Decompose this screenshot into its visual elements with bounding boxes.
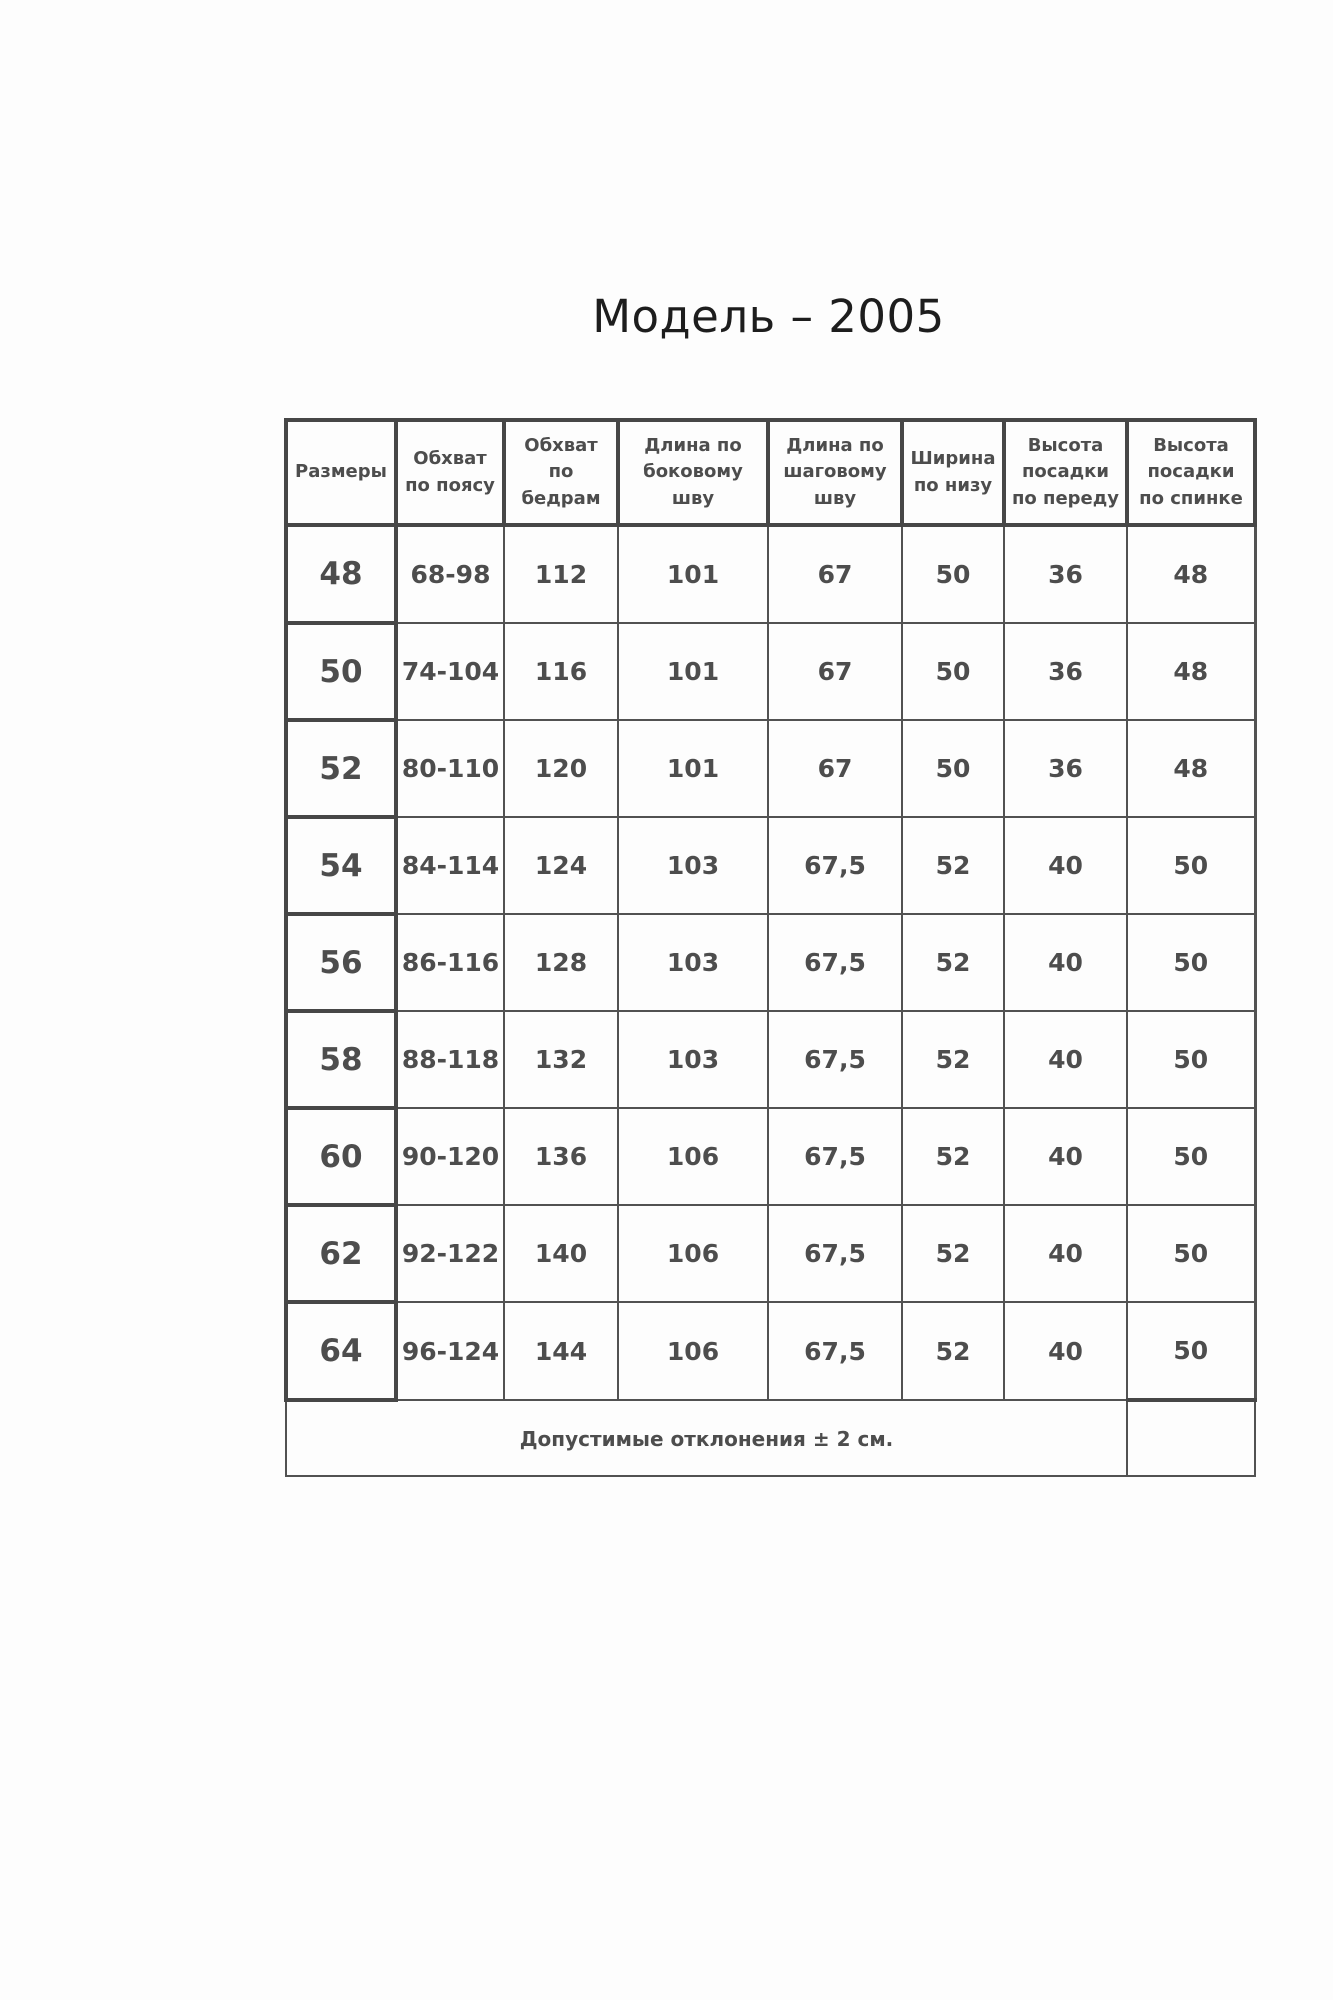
- size-cell: 52: [284, 718, 398, 819]
- value-cell: 103: [617, 1010, 769, 1109]
- table-row: 50 74-104 116 101 67 50 36 48: [284, 621, 1257, 722]
- value-cell: 92-122: [395, 1204, 505, 1303]
- value-cell: 50: [1126, 1204, 1257, 1303]
- footer-row: Допустимые отклонения ± 2 см.: [285, 1399, 1256, 1477]
- value-cell: 67: [767, 719, 903, 818]
- value-cell: 50: [1126, 913, 1257, 1012]
- size-cell: 48: [284, 523, 398, 625]
- value-cell: 36: [1003, 622, 1128, 721]
- size-cell: 64: [284, 1300, 398, 1402]
- value-cell: 52: [901, 1204, 1005, 1303]
- value-cell: 50: [1126, 1107, 1257, 1206]
- value-cell: 80-110: [395, 719, 505, 818]
- value-cell: 50: [1126, 1301, 1257, 1402]
- value-cell: 103: [617, 816, 769, 915]
- size-cell: 62: [284, 1203, 398, 1304]
- column-header: Длина по боковому шву: [616, 418, 770, 527]
- table-row: 58 88-118 132 103 67,5 52 40 50: [284, 1009, 1257, 1110]
- value-cell: 124: [503, 816, 619, 915]
- value-cell: 48: [1126, 719, 1257, 818]
- column-header: Обхват по поясу: [394, 418, 506, 527]
- value-cell: 101: [617, 622, 769, 721]
- value-cell: 132: [503, 1010, 619, 1109]
- value-cell: 36: [1003, 524, 1128, 624]
- value-cell: 106: [617, 1301, 769, 1401]
- size-table: Размеры Обхват по поясу Обхват по бедрам Дл…: [284, 418, 1257, 1477]
- size-cell: 56: [284, 912, 398, 1013]
- tolerance-note: Допустимые отклонения ± 2 см.: [285, 1399, 1128, 1477]
- column-header: Длина по шаговому шву: [766, 418, 904, 527]
- value-cell: 52: [901, 913, 1005, 1012]
- footer-empty-cell: [1126, 1399, 1256, 1477]
- value-cell: 50: [901, 719, 1005, 818]
- size-cell: 54: [284, 815, 398, 916]
- table-row: 56 86-116 128 103 67,5 52 40 50: [284, 912, 1257, 1013]
- value-cell: 48: [1126, 622, 1257, 721]
- value-cell: 67,5: [767, 816, 903, 915]
- column-header: Размеры: [284, 418, 398, 527]
- value-cell: 52: [901, 1301, 1005, 1401]
- size-cell: 60: [284, 1106, 398, 1207]
- value-cell: 40: [1003, 1204, 1128, 1303]
- value-cell: 67,5: [767, 913, 903, 1012]
- value-cell: 52: [901, 1107, 1005, 1206]
- page-title: Модель – 2005: [592, 290, 945, 343]
- value-cell: 88-118: [395, 1010, 505, 1109]
- value-cell: 52: [901, 816, 1005, 915]
- value-cell: 90-120: [395, 1107, 505, 1206]
- table-row: 54 84-114 124 103 67,5 52 40 50: [284, 815, 1257, 916]
- value-cell: 36: [1003, 719, 1128, 818]
- table-row: 62 92-122 140 106 67,5 52 40 50: [284, 1203, 1257, 1304]
- value-cell: 101: [617, 524, 769, 624]
- value-cell: 48: [1126, 524, 1257, 624]
- value-cell: 67: [767, 524, 903, 624]
- value-cell: 67,5: [767, 1301, 903, 1401]
- value-cell: 50: [1126, 1010, 1257, 1109]
- value-cell: 67,5: [767, 1204, 903, 1303]
- size-cell: 58: [284, 1009, 398, 1110]
- value-cell: 106: [617, 1107, 769, 1206]
- value-cell: 120: [503, 719, 619, 818]
- value-cell: 67,5: [767, 1107, 903, 1206]
- value-cell: 101: [617, 719, 769, 818]
- value-cell: 84-114: [395, 816, 505, 915]
- table-row: 52 80-110 120 101 67 50 36 48: [284, 718, 1257, 819]
- value-cell: 40: [1003, 1107, 1128, 1206]
- value-cell: 40: [1003, 1301, 1128, 1401]
- value-cell: 106: [617, 1204, 769, 1303]
- value-cell: 40: [1003, 913, 1128, 1012]
- value-cell: 96-124: [395, 1301, 505, 1401]
- value-cell: 50: [901, 524, 1005, 624]
- value-cell: 50: [1126, 816, 1257, 915]
- size-cell: 50: [284, 621, 398, 722]
- value-cell: 50: [901, 622, 1005, 721]
- column-header: Обхват по бедрам: [502, 418, 620, 527]
- value-cell: 144: [503, 1301, 619, 1401]
- table-row: 48 68-98 112 101 67 50 36 48: [284, 523, 1257, 625]
- table-body: 48 68-98 112 101 67 50 36 48 50 74-104 116 101 67 50 3…: [284, 523, 1257, 1402]
- value-cell: 103: [617, 913, 769, 1012]
- value-cell: 40: [1003, 816, 1128, 915]
- table-row: 64 96-124 144 106 67,5 52 40 50: [284, 1300, 1257, 1402]
- value-cell: 136: [503, 1107, 619, 1206]
- column-header: Высота посадки по спинке: [1125, 418, 1257, 527]
- column-header: Ширина по низу: [900, 418, 1006, 527]
- value-cell: 67: [767, 622, 903, 721]
- table-row: 60 90-120 136 106 67,5 52 40 50: [284, 1106, 1257, 1207]
- value-cell: 67,5: [767, 1010, 903, 1109]
- value-cell: 86-116: [395, 913, 505, 1012]
- header-row: Размеры Обхват по поясу Обхват по бедрам Дл…: [284, 418, 1257, 527]
- value-cell: 40: [1003, 1010, 1128, 1109]
- value-cell: 52: [901, 1010, 1005, 1109]
- value-cell: 74-104: [395, 622, 505, 721]
- value-cell: 116: [503, 622, 619, 721]
- value-cell: 112: [503, 524, 619, 624]
- value-cell: 68-98: [395, 524, 505, 624]
- column-header: Высота посадки по переду: [1002, 418, 1129, 527]
- value-cell: 140: [503, 1204, 619, 1303]
- value-cell: 128: [503, 913, 619, 1012]
